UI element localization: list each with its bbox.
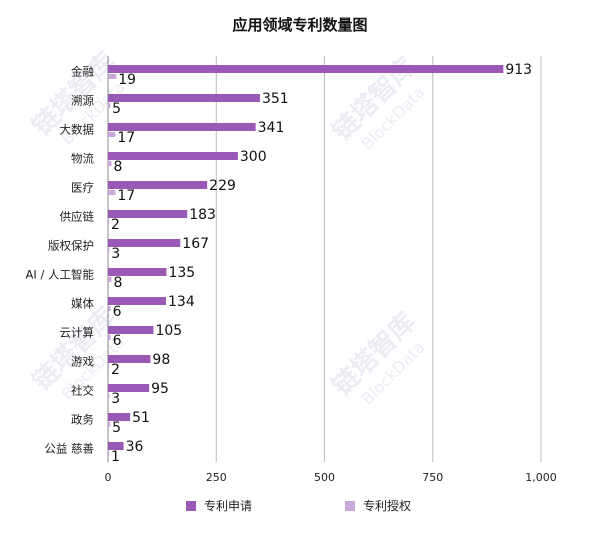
data-label-grants: 3 [111,391,120,407]
data-label-grants: 2 [111,217,120,233]
data-label-applications: 98 [152,352,170,368]
data-label-applications: 51 [132,410,150,426]
y-category-label: 大数据 [60,123,95,137]
x-tick-label: 0 [105,471,112,484]
y-category-label: 云计算 [60,326,95,340]
bar-grants [108,190,116,195]
bar-grants [108,451,109,456]
bar-applications [108,239,181,247]
data-label-applications: 341 [258,120,285,136]
data-label-grants: 1 [111,449,120,465]
bar-grants [108,161,112,166]
bar-layer [108,65,504,456]
y-category-label: 版权保护 [48,239,94,253]
x-tick-label: 1,000 [525,471,557,484]
bar-applications [108,94,260,102]
data-label-applications: 135 [168,265,195,281]
data-label-grants: 8 [113,275,122,291]
data-label-grants: 8 [113,159,122,175]
data-label-applications: 105 [155,323,182,339]
bar-grants [108,422,111,427]
legend-swatch-grants [345,501,355,511]
y-category-label: 游戏 [71,355,94,369]
bar-applications [108,442,124,450]
legend-label-grants: 专利授权 [363,498,411,513]
data-label-grants: 17 [117,188,135,204]
data-label-applications: 95 [151,381,169,397]
data-label-grants: 5 [112,101,121,117]
bar-grants [108,103,111,108]
y-category-label: 供应链 [60,210,95,224]
y-category-label: 物流 [71,152,94,166]
data-label-grants: 6 [113,304,122,320]
legend-swatch-applications [186,501,196,511]
bar-applications [108,181,208,189]
bar-grants [108,335,111,340]
y-category-label: 媒体 [71,297,94,311]
y-category-label: 政务 [71,413,94,427]
x-tick-label: 250 [206,471,227,484]
data-label-applications: 913 [505,62,532,78]
data-label-applications: 134 [168,294,195,310]
data-label-grants: 17 [117,130,135,146]
bar-grants [108,277,112,282]
bar-applications [108,268,167,276]
bar-applications [108,65,504,73]
x-tick-label: 500 [314,471,335,484]
bar-grants [108,219,109,224]
bar-applications [108,210,188,218]
data-label-applications: 300 [240,149,267,165]
legend-label-applications: 专利申请 [204,498,252,513]
data-label-applications: 167 [182,236,209,252]
x-tick-label: 750 [422,471,443,484]
data-label-grants: 5 [112,420,121,436]
data-label-applications: 183 [189,207,216,223]
bar-applications [108,326,154,334]
bar-applications [108,355,151,363]
data-label-grants: 2 [111,362,120,378]
bar-grants [108,74,117,79]
bar-applications [108,152,238,160]
bar-grants [108,364,109,369]
y-category-label: 社交 [71,384,94,398]
y-category-label: 溯源 [71,94,94,108]
data-label-applications: 229 [209,178,236,194]
bar-applications [108,297,167,305]
data-label-grants: 3 [111,246,120,262]
bar-grants [108,306,111,311]
bar-applications [108,413,131,421]
data-label-applications: 351 [262,91,289,107]
bar-applications [108,384,150,392]
y-category-label: 金融 [71,65,94,79]
data-label-applications: 36 [126,439,144,455]
bar-grants [108,248,110,253]
y-category-label: AI / 人工智能 [26,268,95,282]
y-category-label: 公益 慈善 [44,442,94,456]
grid-layer [107,56,542,462]
bar-applications [108,123,256,131]
chart-title: 应用领域专利数量图 [232,16,367,34]
data-label-grants: 19 [118,72,136,88]
data-label-grants: 6 [113,333,122,349]
y-category-label: 医疗 [71,181,94,195]
bar-grants [108,132,116,137]
bar-grants [108,393,110,398]
